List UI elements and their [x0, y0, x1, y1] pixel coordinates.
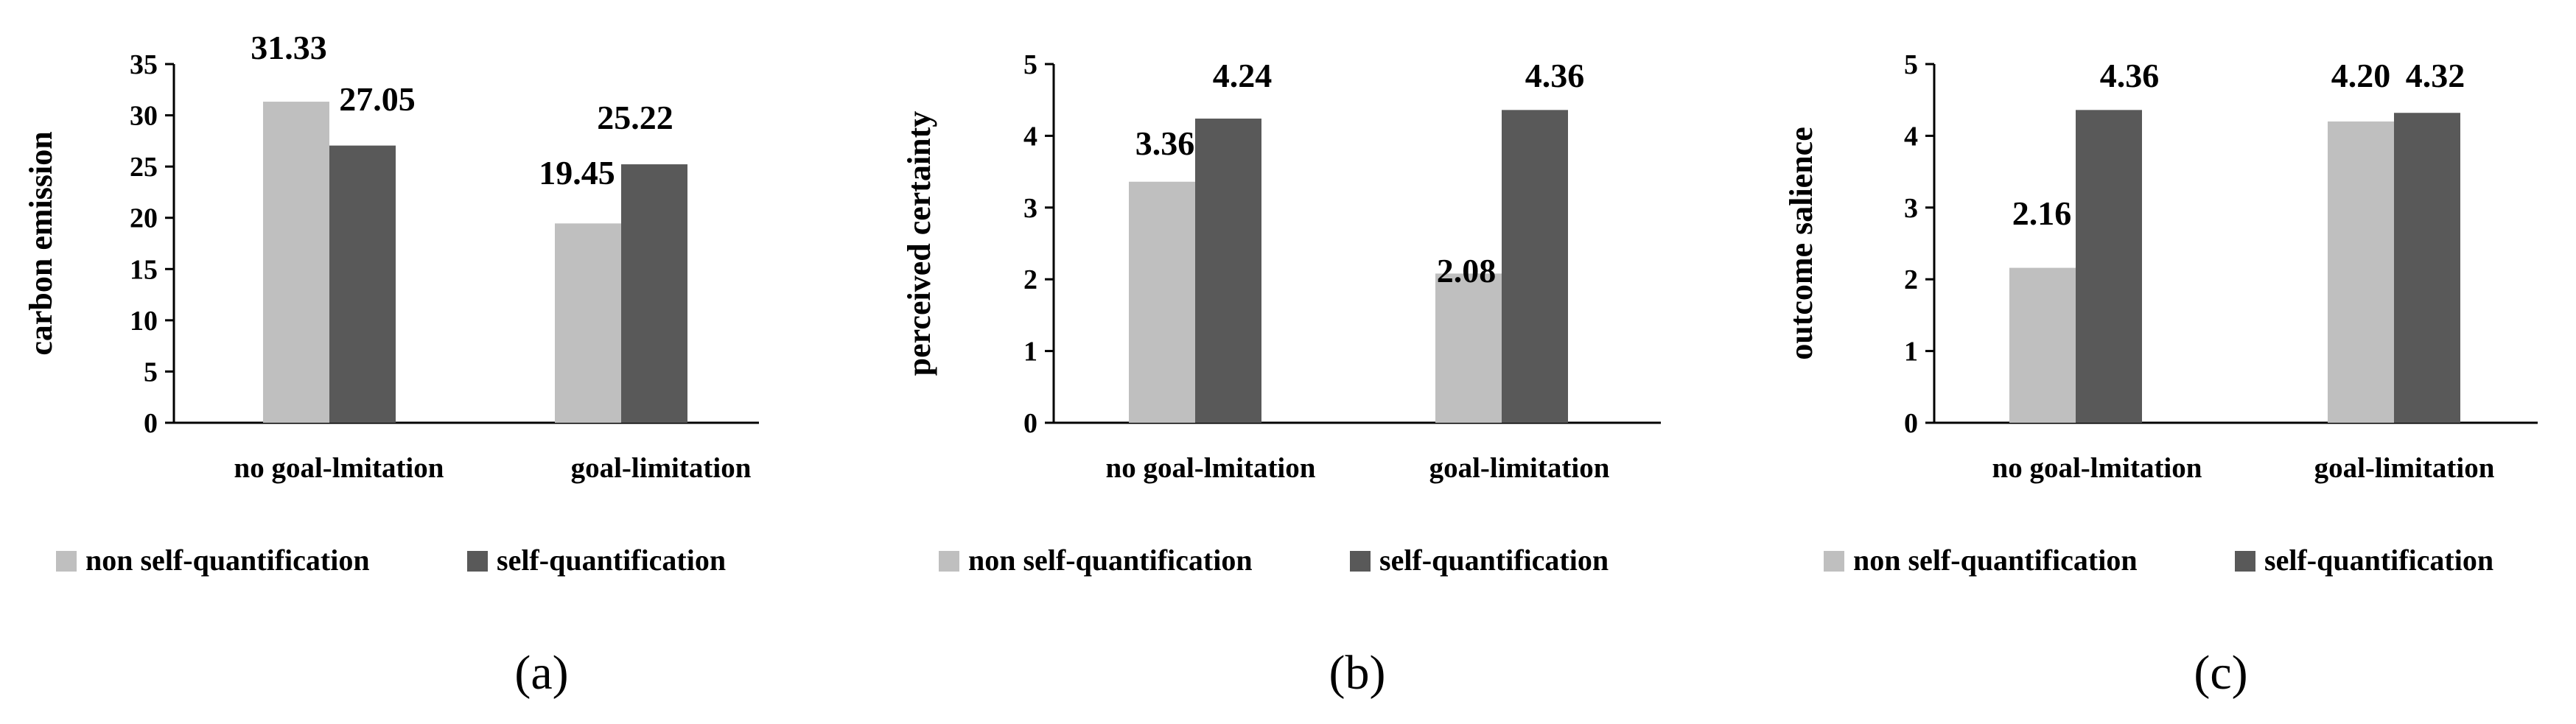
bar-self-quantification	[329, 145, 396, 423]
data-label: 19.45	[539, 154, 615, 191]
y-tick-label: 5	[144, 356, 158, 387]
panel-caption: (a)	[514, 646, 568, 700]
y-axis-title: outcome salience	[1783, 127, 1819, 359]
x-category-label: no goal-lmitation	[1106, 452, 1316, 484]
y-tick-label: 35	[130, 49, 158, 80]
bar-self-quantification	[2394, 113, 2460, 423]
y-tick-label: 10	[130, 306, 158, 337]
data-label: 25.22	[597, 99, 673, 136]
bar-non-self-quantification	[2009, 267, 2076, 423]
y-tick-label: 5	[1904, 49, 1918, 80]
data-label: 2.08	[1437, 252, 1497, 289]
y-tick-label: 0	[144, 408, 158, 439]
bar-self-quantification	[1502, 110, 1568, 423]
y-tick-label: 5	[1023, 49, 1037, 80]
y-tick-label: 2	[1023, 264, 1037, 295]
legend-swatch	[56, 551, 77, 572]
legend-label: self-quantification	[1379, 544, 1609, 577]
y-tick-label: 4	[1023, 121, 1037, 152]
data-label: 4.36	[2100, 57, 2160, 94]
x-category-label: no goal-lmitation	[1992, 452, 2202, 484]
bar-non-self-quantification	[1129, 181, 1195, 423]
bar-non-self-quantification	[1435, 273, 1502, 423]
data-label: 4.36	[1525, 57, 1585, 94]
y-tick-label: 20	[130, 203, 158, 234]
x-category-label: goal-limitation	[1429, 452, 1610, 484]
bar-non-self-quantification	[2328, 121, 2394, 423]
y-tick-label: 1	[1023, 337, 1037, 368]
legend-label: non self-quantification	[968, 544, 1253, 577]
panel-c: 0 1 2 3 4 5 outcome salience 2.16 4.20 4.36 4.32 no…	[1783, 49, 2538, 700]
legend-label: non self-quantification	[1853, 544, 2138, 577]
data-label: 4.32	[2406, 57, 2465, 94]
x-category-label: no goal-lmitation	[234, 452, 444, 484]
y-tick-label: 0	[1904, 408, 1918, 439]
bar-self-quantification	[2076, 110, 2142, 423]
panel-a: 0 5 10 15 20 25 30 35 carbon emission 31.33 19.45 2…	[23, 29, 759, 700]
data-label: 4.20	[2331, 57, 2391, 94]
y-tick-label: 3	[1904, 193, 1918, 224]
bar-non-self-quantification	[263, 102, 329, 423]
x-category-label: goal-limitation	[2314, 452, 2495, 484]
y-tick-label: 1	[1904, 337, 1918, 368]
data-label: 31.33	[251, 29, 327, 66]
data-label: 3.36	[1135, 124, 1195, 162]
y-tick-label: 4	[1904, 121, 1918, 152]
legend-swatch	[939, 551, 959, 572]
y-tick-label: 2	[1904, 264, 1918, 295]
y-tick-label: 15	[130, 254, 158, 285]
legend-swatch	[467, 551, 488, 572]
bar-self-quantification	[621, 164, 687, 423]
data-label: 2.16	[2012, 194, 2072, 232]
legend-label: self-quantification	[497, 544, 726, 577]
y-axis-title: carbon emission	[23, 131, 59, 355]
x-category-label: goal-limitation	[571, 452, 752, 484]
legend-swatch	[2235, 551, 2255, 572]
data-label: 4.24	[1213, 57, 1273, 94]
panel-caption: (b)	[1329, 646, 1386, 700]
legend-label: self-quantification	[2264, 544, 2493, 577]
bar-self-quantification	[1195, 119, 1261, 423]
data-label: 27.05	[339, 80, 416, 118]
y-tick-label: 30	[130, 101, 158, 132]
y-tick-label: 3	[1023, 193, 1037, 224]
bar-non-self-quantification	[555, 223, 621, 423]
panel-caption: (c)	[2194, 646, 2247, 700]
y-tick-label: 25	[130, 152, 158, 183]
y-axis-title: perceived certainty	[901, 111, 937, 376]
panel-b: 0 1 2 3 4 5 perceived certainty 3.36 2.08 4.24 4.3…	[901, 49, 1661, 700]
legend-label: non self-quantification	[85, 544, 370, 577]
y-tick-label: 0	[1023, 408, 1037, 439]
legend-swatch	[1350, 551, 1371, 572]
legend-swatch	[1824, 551, 1844, 572]
